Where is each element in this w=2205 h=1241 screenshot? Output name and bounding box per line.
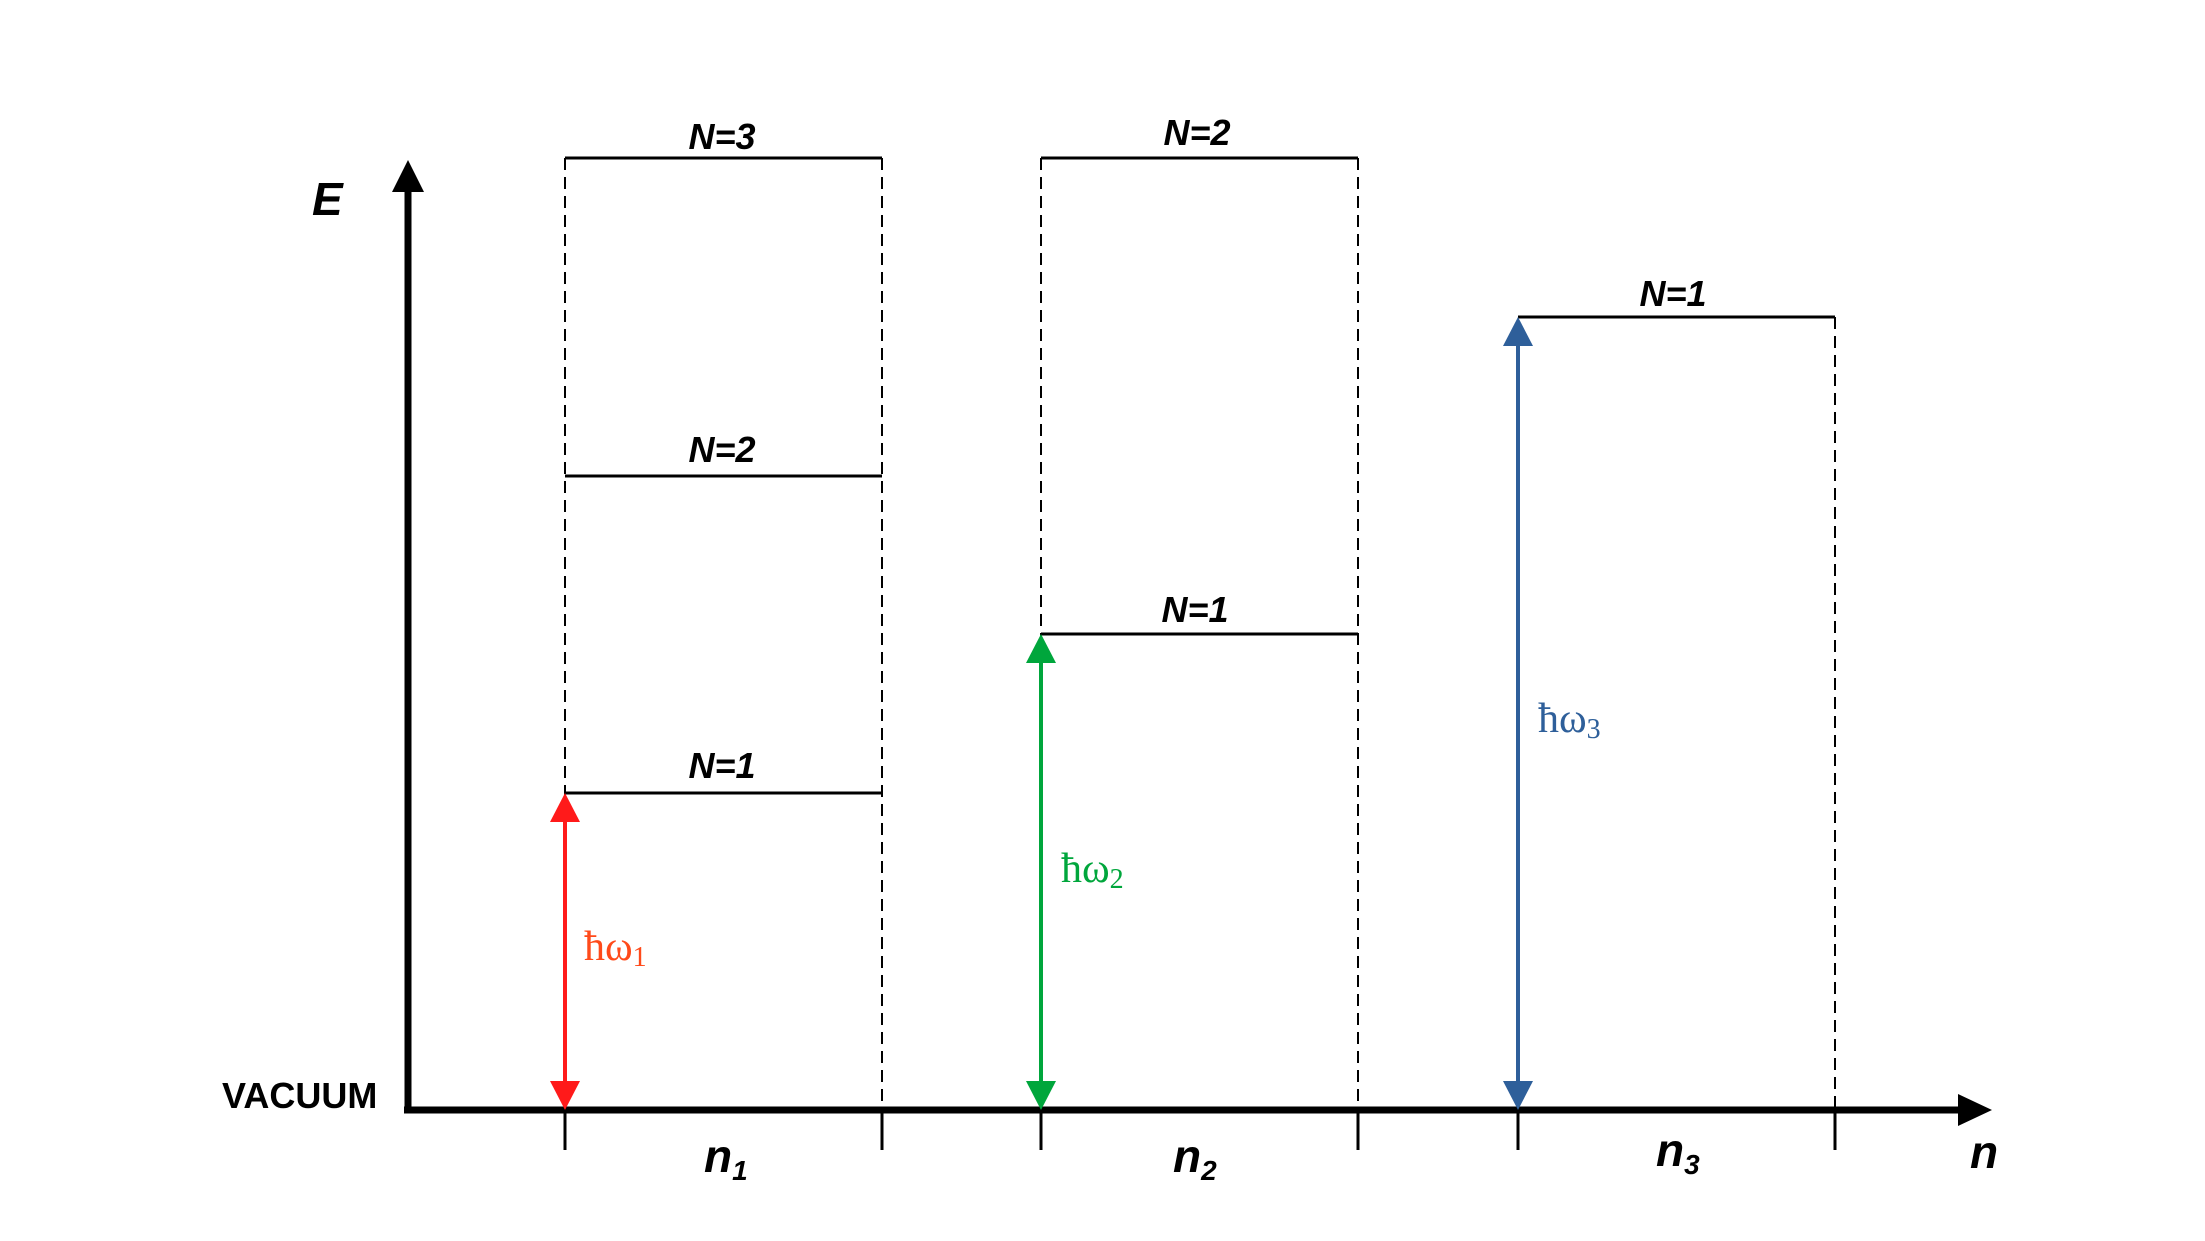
mode-3-name-label: n3 xyxy=(1656,1124,1700,1180)
vacuum-label: VACUUM xyxy=(222,1075,377,1116)
mode-1-level-n2-label: N=2 xyxy=(688,429,755,470)
mode-2-column: N=1 N=2 ħω2 n2 xyxy=(1026,112,1360,1186)
mode-1-column: N=1 N=2 N=3 ħω1 n1 xyxy=(550,116,884,1186)
mode-2-level-n2-label: N=2 xyxy=(1163,112,1230,153)
mode-1-name-label: n1 xyxy=(704,1130,748,1186)
mode-2-photon-energy-label: ħω2 xyxy=(1061,846,1124,895)
mode-1-photon-arrow xyxy=(550,793,580,1110)
mode-1-level-n3-label: N=3 xyxy=(688,116,755,157)
mode-1-level-n1-label: N=1 xyxy=(688,745,755,786)
mode-3-level-n1-label: N=1 xyxy=(1639,273,1706,314)
x-axis-arrowhead xyxy=(1958,1094,1992,1126)
y-axis xyxy=(392,160,424,1110)
x-axis-label: n xyxy=(1970,1126,1998,1178)
mode-3-photon-arrow xyxy=(1503,317,1533,1110)
mode-3-column: N=1 ħω3 n3 xyxy=(1503,273,1837,1180)
mode-2-photon-arrow xyxy=(1026,634,1056,1110)
mode-2-name-label: n2 xyxy=(1173,1130,1217,1186)
mode-1-photon-energy-label: ħω1 xyxy=(584,924,647,973)
y-axis-arrowhead xyxy=(392,160,424,192)
mode-2-level-n1-label: N=1 xyxy=(1161,589,1228,630)
y-axis-label: E xyxy=(312,173,344,225)
mode-3-photon-energy-label: ħω3 xyxy=(1538,696,1601,745)
x-axis xyxy=(404,1094,1992,1126)
